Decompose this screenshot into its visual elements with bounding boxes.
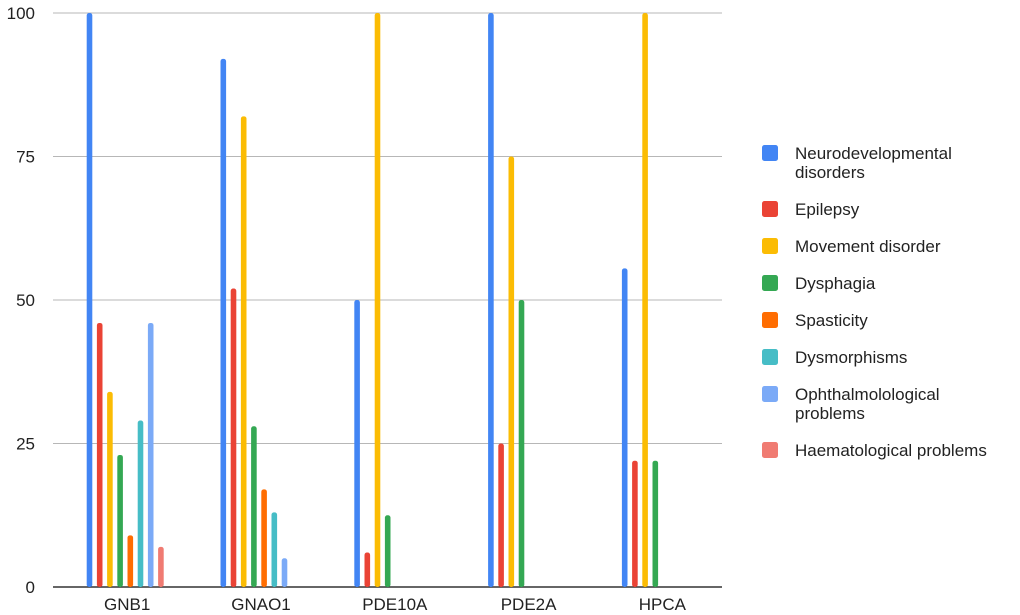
bar [86,13,93,587]
y-axis-tick-labels: 0 25 50 75 100 [7,4,35,597]
bar [271,512,278,587]
bar [518,300,525,587]
legend-label: Neurodevelopmental [795,144,952,163]
legend-swatch [762,275,778,291]
y-tick-label: 100 [7,4,35,23]
legend-swatch [762,312,778,328]
bar [652,460,659,587]
y-tick-label: 25 [16,435,35,454]
legend-swatch [762,238,778,254]
legend-label: Haematological problems [795,441,987,460]
legend-label: Epilepsy [795,200,860,219]
bar [96,322,103,587]
bar [498,443,504,587]
legend-swatch [762,145,778,161]
bar [117,454,123,587]
legend-label: Dysmorphisms [795,348,907,367]
x-tick-label: GNAO1 [231,595,291,614]
legend-swatch [762,349,778,365]
legend-label: problems [795,404,865,423]
legend-swatch [762,386,778,402]
bar [632,460,638,587]
legend-label: Dysphagia [795,274,876,293]
bar [384,515,391,587]
bar [220,58,227,588]
y-tick-label: 50 [16,291,35,310]
bar [642,13,648,587]
bar [354,300,360,587]
legend-swatch [762,201,778,217]
bar [281,558,288,587]
bar [158,546,164,587]
bar [508,156,515,587]
legend-swatch [762,442,778,458]
bar [240,116,247,587]
x-tick-label: PDE10A [362,595,428,614]
bar [107,391,113,587]
bars [86,13,659,588]
bar [261,489,267,587]
legend-label: Ophthalmolological [795,385,940,404]
bar [621,268,628,587]
x-tick-label: PDE2A [501,595,557,614]
bar [251,426,257,587]
bar [488,13,494,587]
y-tick-label: 75 [16,148,35,167]
bar [127,535,134,587]
x-tick-label: HPCA [639,595,687,614]
legend-label: Movement disorder [795,237,941,256]
bar [137,420,144,587]
x-axis-tick-labels: GNB1 GNAO1 PDE10A PDE2A HPCA [104,595,687,614]
bar [147,322,154,587]
x-tick-label: GNB1 [104,595,150,614]
legend-label: Spasticity [795,311,868,330]
y-tick-label: 0 [26,578,35,597]
bar [374,13,381,587]
legend-label: disorders [795,163,865,182]
bar [364,552,371,587]
bar [230,288,237,587]
